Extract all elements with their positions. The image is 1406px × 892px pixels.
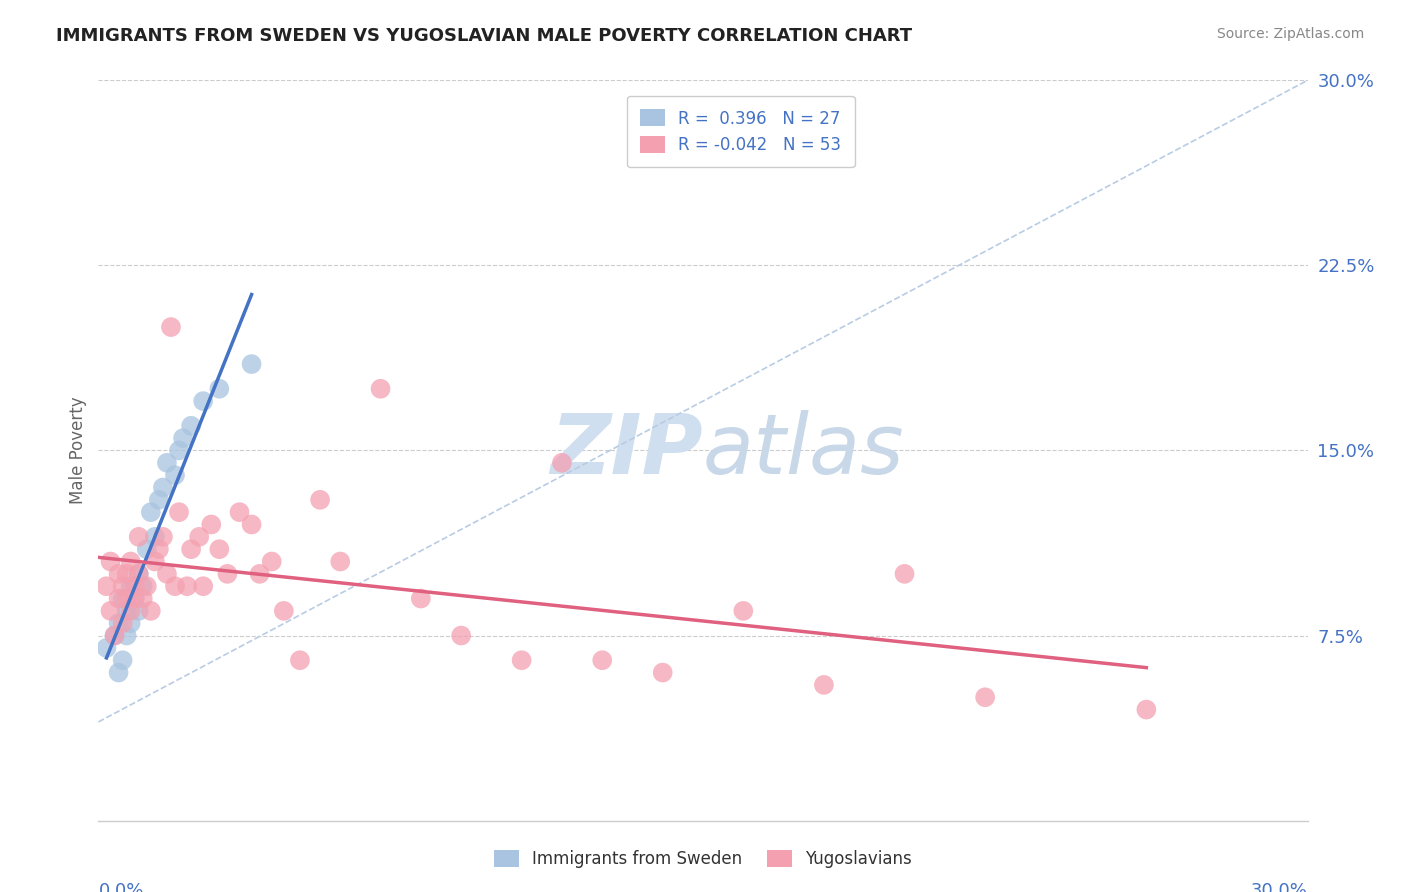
Point [120,616,142,631]
Point [156,566,179,581]
Point [128,604,150,618]
Text: 30.0%: 30.0% [1251,882,1308,892]
Point [107,566,129,581]
Legend: Immigrants from Sweden, Yugoslavians: Immigrants from Sweden, Yugoslavians [486,843,920,875]
Point [329,555,352,569]
Point [193,394,215,409]
Point [240,517,263,532]
Point [124,591,146,606]
Point [152,480,174,494]
Point [591,653,613,667]
Point [249,566,271,581]
Point [510,653,533,667]
Point [176,579,198,593]
Point [148,542,170,557]
Point [132,579,155,593]
Text: Source: ZipAtlas.com: Source: ZipAtlas.com [1216,27,1364,41]
Point [143,555,166,569]
Point [135,579,157,593]
Point [733,604,755,618]
Point [120,579,142,593]
Point [288,653,311,667]
Text: atlas: atlas [703,410,904,491]
Point [974,690,997,705]
Point [124,579,146,593]
Point [167,443,190,458]
Point [163,579,186,593]
Point [409,591,432,606]
Point [208,542,231,557]
Point [228,505,250,519]
Text: ZIP: ZIP [550,410,703,491]
Point [167,505,190,519]
Point [163,468,186,483]
Point [115,628,138,642]
Point [1135,703,1157,717]
Point [208,382,231,396]
Point [111,579,134,593]
Point [152,530,174,544]
Point [135,542,157,557]
Point [172,431,194,445]
Text: IMMIGRANTS FROM SWEDEN VS YUGOSLAVIAN MALE POVERTY CORRELATION CHART: IMMIGRANTS FROM SWEDEN VS YUGOSLAVIAN MA… [56,27,912,45]
Point [111,591,134,606]
Point [180,418,202,433]
Point [128,566,150,581]
Point [240,357,263,371]
Point [160,320,183,334]
Point [551,456,574,470]
Point [128,530,150,544]
Point [115,604,138,618]
Point [103,628,125,642]
Point [124,591,146,606]
Point [180,542,202,557]
Point [100,604,122,618]
Point [188,530,211,544]
Point [139,604,162,618]
Point [450,628,472,642]
Point [893,566,915,581]
Point [139,505,162,519]
Point [370,382,392,396]
Point [115,591,138,606]
Point [260,555,283,569]
Point [100,555,122,569]
Point [273,604,295,618]
Point [217,566,239,581]
Point [156,456,179,470]
Legend: R =  0.396   N = 27, R = -0.042   N = 53: R = 0.396 N = 27, R = -0.042 N = 53 [627,96,855,168]
Point [148,492,170,507]
Point [143,530,166,544]
Y-axis label: Male Poverty: Male Poverty [69,397,87,504]
Point [111,653,134,667]
Point [111,616,134,631]
Point [309,492,332,507]
Point [107,616,129,631]
Point [96,579,118,593]
Point [96,640,118,655]
Point [200,517,222,532]
Point [120,555,142,569]
Point [115,566,138,581]
Point [107,665,129,680]
Point [120,604,142,618]
Text: 0.0%: 0.0% [98,882,143,892]
Point [651,665,673,680]
Point [132,591,155,606]
Point [128,566,150,581]
Point [193,579,215,593]
Point [107,591,129,606]
Point [103,628,125,642]
Point [813,678,835,692]
